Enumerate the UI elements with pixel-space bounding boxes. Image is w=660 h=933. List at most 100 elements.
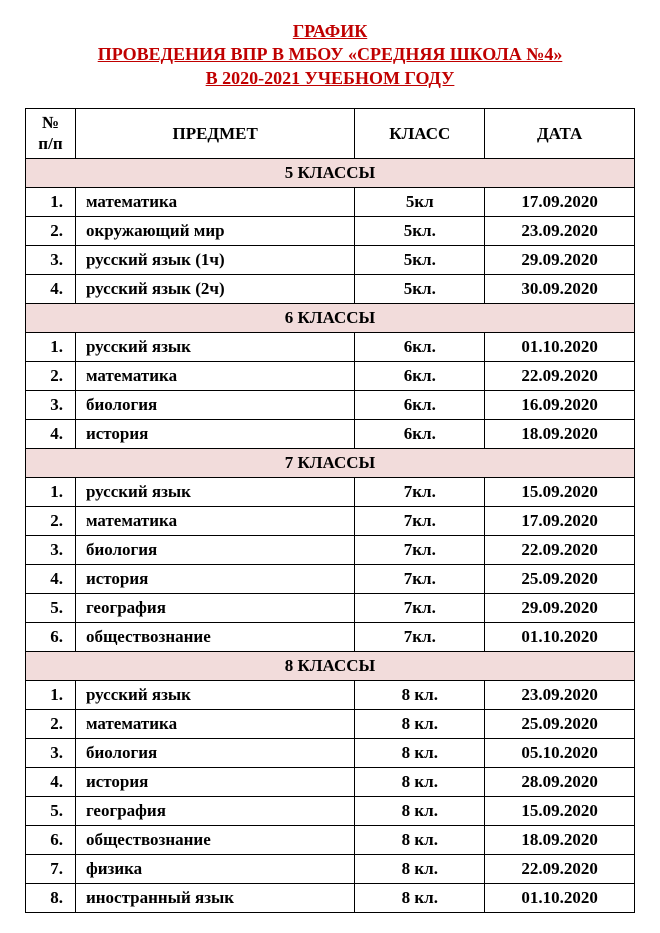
row-klass: 5кл. [355,216,485,245]
header-klass: КЛАСС [355,109,485,159]
row-subject: история [75,419,354,448]
row-num: 8. [26,883,76,912]
row-klass: 7кл. [355,622,485,651]
row-klass: 7кл. [355,535,485,564]
row-date: 28.09.2020 [485,767,635,796]
row-subject: математика [75,506,354,535]
row-num: 4. [26,419,76,448]
table-row: 5.география8 кл.15.09.2020 [26,796,635,825]
row-date: 17.09.2020 [485,506,635,535]
row-subject: биология [75,390,354,419]
row-date: 22.09.2020 [485,361,635,390]
row-klass: 7кл. [355,477,485,506]
section-label: 8 КЛАССЫ [26,651,635,680]
row-num: 6. [26,622,76,651]
row-date: 01.10.2020 [485,883,635,912]
table-row: 3.биология7кл.22.09.2020 [26,535,635,564]
row-date: 22.09.2020 [485,854,635,883]
row-subject: окружающий мир [75,216,354,245]
row-date: 30.09.2020 [485,274,635,303]
table-row: 6.обществознание7кл.01.10.2020 [26,622,635,651]
row-subject: биология [75,738,354,767]
row-subject: русский язык (1ч) [75,245,354,274]
row-klass: 6кл. [355,419,485,448]
section-header: 5 КЛАССЫ [26,158,635,187]
row-num: 2. [26,709,76,738]
row-klass: 8 кл. [355,883,485,912]
row-num: 7. [26,854,76,883]
table-row: 3.русский язык (1ч)5кл.29.09.2020 [26,245,635,274]
table-row: 5.география7кл.29.09.2020 [26,593,635,622]
row-date: 29.09.2020 [485,245,635,274]
row-klass: 8 кл. [355,796,485,825]
row-klass: 5кл. [355,245,485,274]
row-num: 1. [26,187,76,216]
row-num: 2. [26,216,76,245]
row-klass: 8 кл. [355,854,485,883]
row-num: 3. [26,245,76,274]
row-klass: 5кл [355,187,485,216]
table-row: 4.история6кл.18.09.2020 [26,419,635,448]
row-date: 18.09.2020 [485,419,635,448]
table-row: 4.история8 кл.28.09.2020 [26,767,635,796]
row-num: 2. [26,361,76,390]
row-num: 4. [26,767,76,796]
row-subject: география [75,593,354,622]
header-subject: ПРЕДМЕТ [75,109,354,159]
row-date: 05.10.2020 [485,738,635,767]
row-num: 6. [26,825,76,854]
row-date: 17.09.2020 [485,187,635,216]
row-num: 3. [26,390,76,419]
row-date: 16.09.2020 [485,390,635,419]
table-row: 3.биология6кл.16.09.2020 [26,390,635,419]
row-subject: математика [75,361,354,390]
row-subject: история [75,767,354,796]
row-klass: 7кл. [355,564,485,593]
row-num: 5. [26,593,76,622]
row-num: 3. [26,738,76,767]
table-header-row: № п/п ПРЕДМЕТ КЛАСС ДАТА [26,109,635,159]
row-date: 25.09.2020 [485,564,635,593]
row-klass: 8 кл. [355,738,485,767]
table-row: 1.русский язык7кл.15.09.2020 [26,477,635,506]
row-klass: 8 кл. [355,680,485,709]
row-klass: 7кл. [355,506,485,535]
header-date: ДАТА [485,109,635,159]
row-date: 22.09.2020 [485,535,635,564]
row-num: 1. [26,477,76,506]
row-date: 25.09.2020 [485,709,635,738]
section-header: 8 КЛАССЫ [26,651,635,680]
section-header: 6 КЛАССЫ [26,303,635,332]
row-klass: 8 кл. [355,767,485,796]
row-date: 18.09.2020 [485,825,635,854]
table-row: 2.математика8 кл.25.09.2020 [26,709,635,738]
title-line1: ГРАФИК [293,21,368,41]
row-subject: иностранный язык [75,883,354,912]
table-row: 1.русский язык6кл.01.10.2020 [26,332,635,361]
table-row: 2.окружающий мир5кл.23.09.2020 [26,216,635,245]
section-label: 5 КЛАССЫ [26,158,635,187]
section-header: 7 КЛАССЫ [26,448,635,477]
row-num: 5. [26,796,76,825]
title-line2: ПРОВЕДЕНИЯ ВПР В МБОУ «СРЕДНЯЯ ШКОЛА №4» [98,44,563,64]
row-num: 1. [26,680,76,709]
row-date: 23.09.2020 [485,680,635,709]
row-num: 2. [26,506,76,535]
row-subject: математика [75,709,354,738]
row-subject: русский язык (2ч) [75,274,354,303]
schedule-table: № п/п ПРЕДМЕТ КЛАСС ДАТА 5 КЛАССЫ1.матем… [25,108,635,913]
table-row: 4.русский язык (2ч)5кл.30.09.2020 [26,274,635,303]
row-subject: история [75,564,354,593]
row-date: 15.09.2020 [485,796,635,825]
table-row: 3.биология8 кл.05.10.2020 [26,738,635,767]
row-subject: русский язык [75,332,354,361]
table-row: 2.математика7кл.17.09.2020 [26,506,635,535]
row-klass: 7кл. [355,593,485,622]
row-date: 29.09.2020 [485,593,635,622]
row-num: 3. [26,535,76,564]
row-klass: 6кл. [355,361,485,390]
page-title: ГРАФИК ПРОВЕДЕНИЯ ВПР В МБОУ «СРЕДНЯЯ ШК… [25,20,635,90]
row-subject: биология [75,535,354,564]
row-num: 4. [26,564,76,593]
row-subject: русский язык [75,680,354,709]
